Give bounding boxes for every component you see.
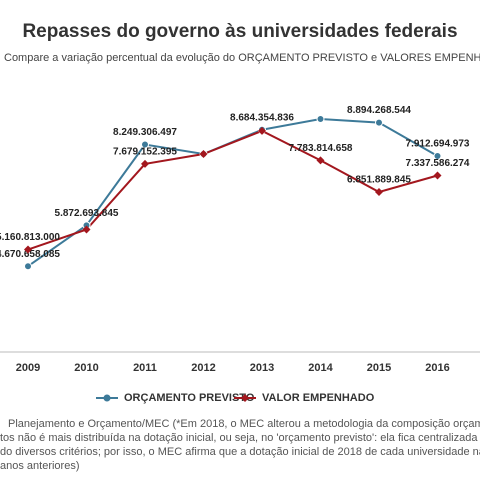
x-tick-label: 2009 — [16, 362, 40, 374]
value-label: 7.912.694.973 — [406, 139, 470, 150]
legend-marker — [241, 394, 249, 402]
point — [199, 150, 208, 159]
value-label: 7.679.152.395 — [113, 147, 177, 158]
point — [316, 115, 325, 123]
footnote: do diversos critérios; por isso, o MEC a… — [0, 446, 480, 458]
value-label: 7.337.586.274 — [406, 158, 470, 169]
point — [375, 188, 383, 197]
x-tick-label: 2014 — [308, 362, 333, 374]
legend-label: ORÇAMENTO PREVISTO — [124, 392, 255, 404]
value-label: 8.894.268.544 — [347, 105, 411, 116]
value-label: 7.783.814.658 — [289, 143, 353, 154]
value-label: 4.670.658.085 — [0, 249, 60, 260]
value-label: 8.684.354.836 — [230, 112, 294, 123]
series-line — [27, 129, 438, 251]
point — [433, 151, 442, 160]
chart-subtitle: Compare a variação percentual da evoluçã… — [4, 52, 480, 64]
legend-marker — [103, 394, 111, 402]
point — [316, 156, 325, 165]
x-tick-label: 2016 — [425, 362, 449, 374]
point — [82, 225, 91, 234]
x-tick-label: 2015 — [367, 362, 391, 374]
point — [375, 118, 383, 127]
x-tick-label: 2011 — [133, 362, 157, 374]
point — [24, 262, 32, 271]
point — [24, 245, 32, 254]
point — [433, 171, 442, 180]
footnote: anos anteriores) — [0, 460, 80, 472]
point — [141, 159, 149, 168]
point — [141, 140, 149, 149]
value-label: 6.851.889.845 — [347, 175, 411, 186]
value-label: 5.160.813.000 — [0, 232, 60, 243]
footnote: tos não é mais distribuída na dotação in… — [0, 432, 480, 444]
chart-title: Repasses do governo às universidades fed… — [22, 21, 457, 42]
footnote: Planejamento e Orçamento/MEC (*Em 2018, … — [8, 418, 480, 430]
x-tick-label: 2012 — [191, 362, 215, 374]
x-tick-label: 2010 — [74, 362, 98, 374]
legend-label: VALOR EMPENHADO — [262, 392, 375, 404]
value-label: 8.249.306.497 — [113, 127, 177, 138]
x-tick-label: 2013 — [250, 362, 274, 374]
value-label: 5.872.693.845 — [55, 208, 119, 219]
point — [258, 126, 266, 135]
